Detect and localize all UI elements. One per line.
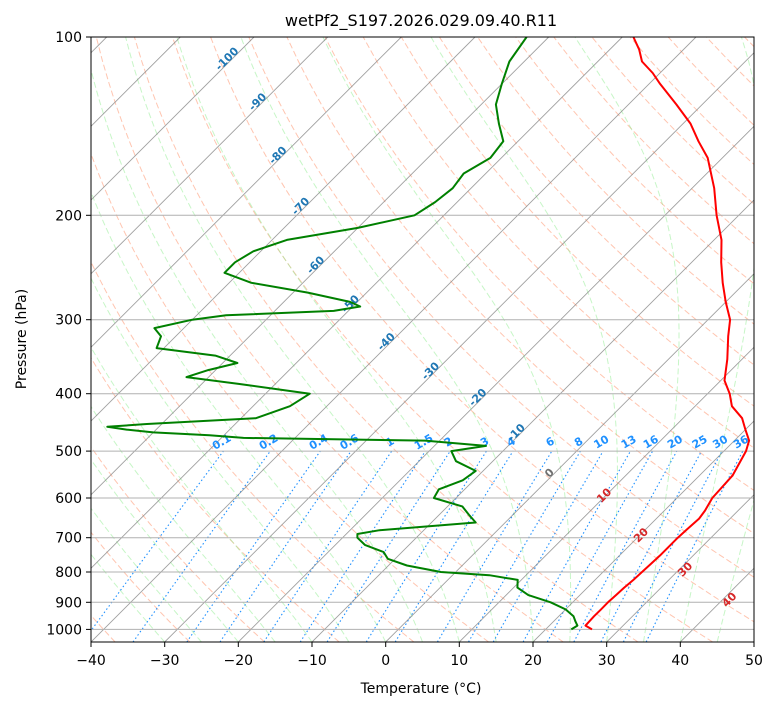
y-axis-label: Pressure (hPa) xyxy=(14,289,30,389)
dry-adiabat-line xyxy=(95,37,564,642)
isotherm-line xyxy=(91,37,329,275)
x-tick-label: 0 xyxy=(381,653,390,669)
isotherm-line xyxy=(532,420,754,642)
isotherm-line xyxy=(606,494,754,642)
y-tick-label: 100 xyxy=(55,30,82,46)
dry-adiabat-line xyxy=(515,37,754,285)
moist-adiabat-line xyxy=(125,37,460,642)
dry-adiabat-line xyxy=(91,152,489,642)
mixing-ratio-lines xyxy=(91,450,744,642)
mixing-ratio-line xyxy=(573,450,678,642)
y-tick-label: 400 xyxy=(55,387,82,403)
y-tick-label: 900 xyxy=(55,595,82,611)
x-tick-label: −30 xyxy=(150,653,180,669)
moist-adiabat-line xyxy=(91,346,313,642)
y-tick-label: 500 xyxy=(55,444,82,460)
mixing-ratio-line xyxy=(263,450,393,642)
dry-adiabat-line xyxy=(91,531,191,642)
plot-area xyxy=(91,37,754,642)
profile-series xyxy=(106,37,751,631)
moist-adiabat-line xyxy=(574,37,680,642)
dry-adiabat-line xyxy=(172,37,713,642)
dry-adiabat-line xyxy=(91,446,265,642)
x-tick-label: 10 xyxy=(450,653,468,669)
isotherm-line xyxy=(91,37,697,642)
isotherm-line xyxy=(237,125,754,642)
moist-adiabat-line xyxy=(91,277,350,642)
x-tick-label: −40 xyxy=(76,653,106,669)
isotherm-line xyxy=(385,273,754,642)
mixing-ratio-line xyxy=(394,450,514,642)
isotherm-line xyxy=(91,37,623,569)
y-axis-ticks: 100 200 300 400 500 600 700 800 900 1000 xyxy=(46,30,91,638)
y-tick-label: 600 xyxy=(55,491,82,507)
moist-adiabat-line xyxy=(91,458,239,642)
dry-adiabat-line xyxy=(438,37,754,366)
x-axis-ticks: −40 −30 −20 −10 0 10 20 30 40 50 xyxy=(76,642,763,669)
y-tick-label: 800 xyxy=(55,565,82,581)
isotherm-line xyxy=(91,37,402,348)
dry-adiabat-line xyxy=(286,37,754,535)
moist-adiabat-line xyxy=(322,37,572,642)
dry-adiabat-line xyxy=(133,37,639,642)
moist-adiabat-line xyxy=(430,37,618,642)
x-tick-label: 30 xyxy=(598,653,616,669)
dry-adiabats xyxy=(91,37,754,642)
mixing-ratio-line xyxy=(91,450,224,632)
moist-adiabat-line xyxy=(91,507,202,642)
isotherm-line xyxy=(91,37,476,422)
isotherm-line xyxy=(164,52,754,642)
isotherm-line xyxy=(311,199,754,642)
pressure-gridlines xyxy=(91,37,754,630)
x-tick-label: −10 xyxy=(297,653,327,669)
plot-frame xyxy=(90,36,755,643)
dry-adiabat-line xyxy=(210,37,754,623)
moist-adiabat-line xyxy=(91,67,423,642)
mixing-ratio-line xyxy=(522,450,631,642)
mixing-ratio-line xyxy=(299,450,426,642)
isotherm-line xyxy=(458,346,754,642)
chart-title: wetPf2_S197.2026.029.09.40.R11 xyxy=(285,11,557,31)
moist-adiabat-line xyxy=(679,37,754,642)
moist-adiabat-line xyxy=(91,405,276,642)
mixing-ratio-line xyxy=(326,450,451,642)
dewpoint-profile-line xyxy=(106,37,579,631)
dry-adiabat-line xyxy=(91,356,340,642)
x-axis-label: Temperature (°C) xyxy=(360,681,482,697)
y-tick-label: 1000 xyxy=(46,622,82,638)
x-tick-label: 50 xyxy=(745,653,763,669)
moist-adiabat-line xyxy=(91,553,166,642)
moist-adiabats xyxy=(91,37,754,642)
dry-adiabat-line xyxy=(400,37,754,407)
mixing-ratio-line xyxy=(219,450,352,642)
y-tick-label: 200 xyxy=(55,208,82,224)
x-tick-label: 20 xyxy=(524,653,542,669)
mixing-ratio-line xyxy=(132,450,271,642)
isotherms xyxy=(91,37,754,642)
dry-adiabat-line xyxy=(248,37,754,578)
temperature-profile-line xyxy=(584,37,751,631)
moist-adiabat-line xyxy=(240,37,534,642)
y-tick-label: 700 xyxy=(55,531,82,547)
moist-adiabat-line xyxy=(91,190,387,642)
mixing-ratio-line xyxy=(546,450,654,642)
mixing-ratio-line xyxy=(645,450,744,642)
isotherm-line xyxy=(91,37,550,496)
x-tick-label: 40 xyxy=(671,653,689,669)
isotherm-line xyxy=(91,37,255,201)
y-tick-label: 300 xyxy=(55,313,82,329)
x-tick-label: −20 xyxy=(224,653,254,669)
dry-adiabat-line xyxy=(362,37,754,449)
mixing-ratio-line xyxy=(186,450,321,642)
